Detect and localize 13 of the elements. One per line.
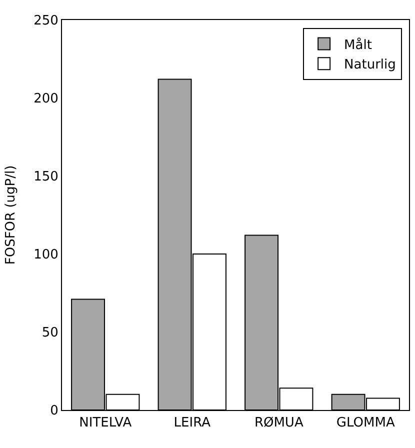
x-tick-label: RØMUA [254,416,304,431]
y-tick-label: 50 [42,326,58,341]
y-tick-label: 0 [50,404,58,419]
x-tick-label: GLOMMA [336,416,395,431]
y-tick-label: 150 [34,170,58,185]
x-tick-label: NITELVA [79,416,132,431]
x-tick-label: LEIRA [174,416,211,431]
y-axis-title: FOSFOR (ugP/l) [4,165,19,265]
legend-label: Målt [344,36,372,53]
legend-label: Naturlig [344,58,396,73]
y-tick-label: 250 [34,14,58,29]
y-tick-label: 200 [34,92,58,107]
y-tick-label: 100 [34,248,58,263]
